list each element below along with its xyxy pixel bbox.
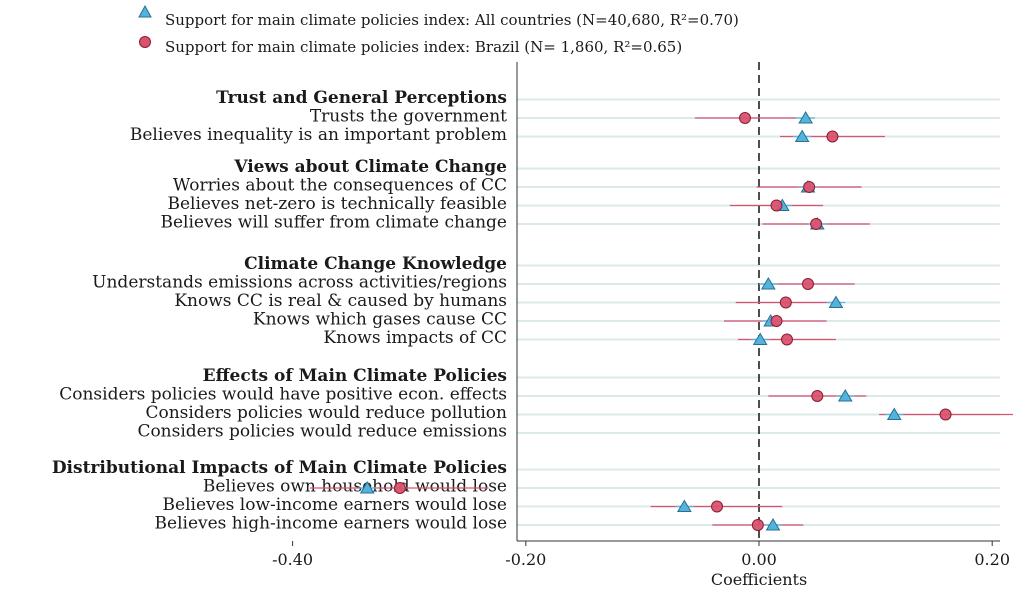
row-label: Believes own household would lose xyxy=(203,477,507,497)
row-label: Considers policies would reduce emission… xyxy=(137,422,507,442)
x-tick-label: 0.20 xyxy=(974,550,1010,569)
all-countries-point xyxy=(798,111,814,124)
all-countries-point xyxy=(752,332,768,345)
legend-entry-all-countries: Support for main climate policies index:… xyxy=(138,4,739,29)
group-title: Views about Climate Change xyxy=(233,157,507,177)
brazil-point xyxy=(811,390,824,402)
group-title: Climate Change Knowledge xyxy=(244,254,507,274)
all-countries-point xyxy=(794,129,810,142)
brazil-point xyxy=(939,408,952,421)
row-label: Considers policies would have positive e… xyxy=(59,385,507,405)
brazil-point xyxy=(751,519,764,531)
plot-area: -0.40-0.200.000.200.40CoefficientsTrust … xyxy=(52,62,1013,589)
all-countries-point xyxy=(676,499,692,512)
brazil-point xyxy=(803,181,816,193)
row-label: Believes low-income earners would lose xyxy=(163,495,507,515)
legend-label-all-countries: Support for main climate policies index:… xyxy=(165,11,739,29)
row-label: Knows CC is real & caused by humans xyxy=(174,291,507,311)
group-title: Distributional Impacts of Main Climate P… xyxy=(52,458,507,478)
all-countries-point xyxy=(837,389,853,402)
circle-marker-icon xyxy=(139,36,151,48)
row-label: Knows which gases cause CC xyxy=(253,310,507,330)
row-label: Knows impacts of CC xyxy=(323,328,507,348)
all-countries-point xyxy=(828,295,844,308)
all-countries-point xyxy=(886,407,902,420)
legend-label-brazil: Support for main climate policies index:… xyxy=(165,38,682,56)
group-title: Effects of Main Climate Policies xyxy=(203,366,507,386)
row-label: Believes will suffer from climate change xyxy=(160,213,507,233)
group-title: Trust and General Perceptions xyxy=(216,88,507,108)
row-label: Understands emissions across activities/… xyxy=(92,273,507,293)
row-label: Believes high-income earners would lose xyxy=(155,514,507,534)
row-label: Worries about the consequences of CC xyxy=(173,176,507,196)
all-countries-point xyxy=(359,481,375,494)
brazil-point xyxy=(826,130,839,143)
x-axis-title: Coefficients xyxy=(711,570,807,589)
all-countries-point xyxy=(760,277,776,290)
brazil-point xyxy=(779,296,792,309)
brazil-point xyxy=(810,218,823,230)
row-label: Believes net-zero is technically feasibl… xyxy=(167,194,507,214)
x-tick-label: -0.40 xyxy=(272,550,313,569)
brazil-point xyxy=(770,199,783,212)
all-countries-point xyxy=(765,518,781,531)
brazil-point xyxy=(770,315,783,327)
x-tick-label: 0.00 xyxy=(741,550,777,569)
brazil-point xyxy=(801,278,814,290)
brazil-point xyxy=(711,500,724,513)
row-label: Trusts the government xyxy=(310,107,507,127)
triangle-marker-icon xyxy=(138,4,152,18)
row-label: Believes inequality is an important prob… xyxy=(130,125,507,145)
row-label: Considers policies would reduce pollutio… xyxy=(145,403,507,423)
legend-entry-brazil: Support for main climate policies index:… xyxy=(139,36,682,56)
x-tick-label: -0.20 xyxy=(505,550,546,569)
brazil-point xyxy=(393,482,406,494)
legend: Support for main climate policies index:… xyxy=(138,4,739,56)
brazil-point xyxy=(780,333,793,346)
brazil-point xyxy=(739,112,752,124)
